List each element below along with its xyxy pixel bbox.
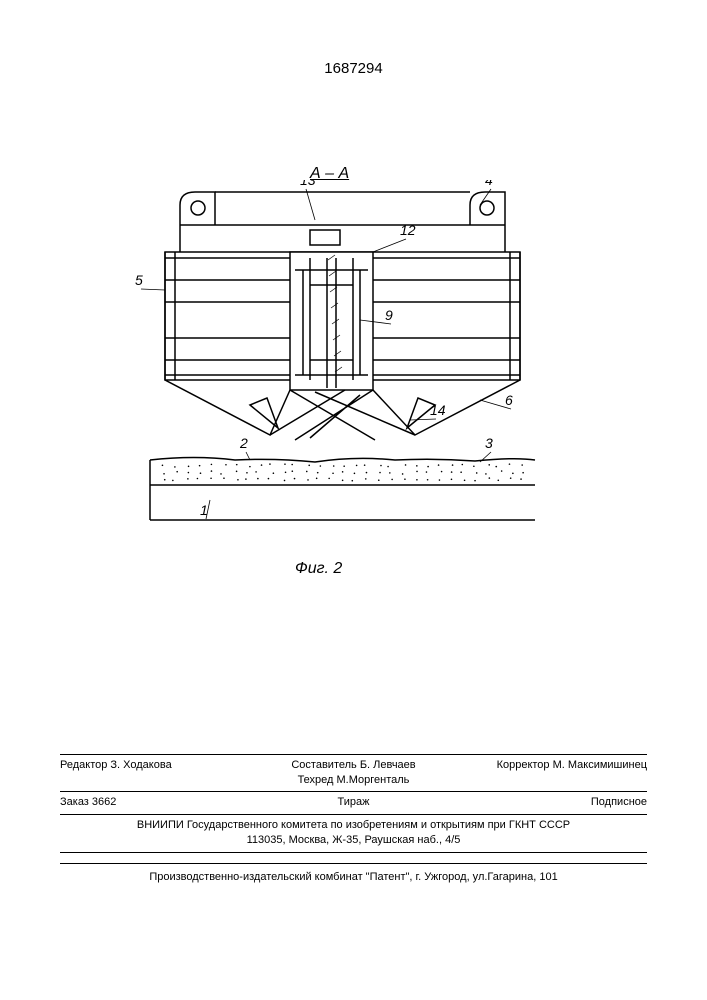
editor-credit: Редактор З. Ходакова <box>60 758 228 789</box>
composer-credit: Составитель Б. Левчаев <box>291 759 415 771</box>
svg-text:3: 3 <box>485 435 493 451</box>
svg-text:14: 14 <box>430 402 446 418</box>
svg-text:6: 6 <box>505 392 513 408</box>
document-number: 1687294 <box>324 60 382 77</box>
svg-text:9: 9 <box>385 307 393 323</box>
corrector-credit: Корректор М. Максимишинец <box>479 758 647 789</box>
composer-techred: Составитель Б. Левчаев Техред М.Моргента… <box>228 758 480 789</box>
svg-text:5: 5 <box>135 272 143 288</box>
svg-text:1: 1 <box>200 502 208 518</box>
production-credit: Производственно-издательский комбинат "П… <box>60 863 647 885</box>
technical-diagram: 13 4 12 5 9 6 14 2 3 1 <box>115 180 570 590</box>
techred-credit: Техред М.Моргенталь <box>298 774 410 786</box>
figure-caption: Фиг. 2 <box>295 560 342 578</box>
order-number: Заказ 3662 <box>60 795 228 810</box>
svg-text:4: 4 <box>485 180 493 188</box>
org-name: ВНИИПИ Государственного комитета по изоб… <box>137 819 570 831</box>
tirazh-label: Тираж <box>228 795 480 810</box>
svg-text:12: 12 <box>400 222 416 238</box>
svg-text:2: 2 <box>239 435 248 451</box>
organization-block: ВНИИПИ Государственного комитета по изоб… <box>60 814 647 853</box>
document-footer: Редактор З. Ходакова Составитель Б. Левч… <box>60 754 647 885</box>
org-address: 113035, Москва, Ж-35, Раушская наб., 4/5 <box>247 834 461 846</box>
svg-text:13: 13 <box>300 180 316 188</box>
subscription-label: Подписное <box>479 795 647 810</box>
